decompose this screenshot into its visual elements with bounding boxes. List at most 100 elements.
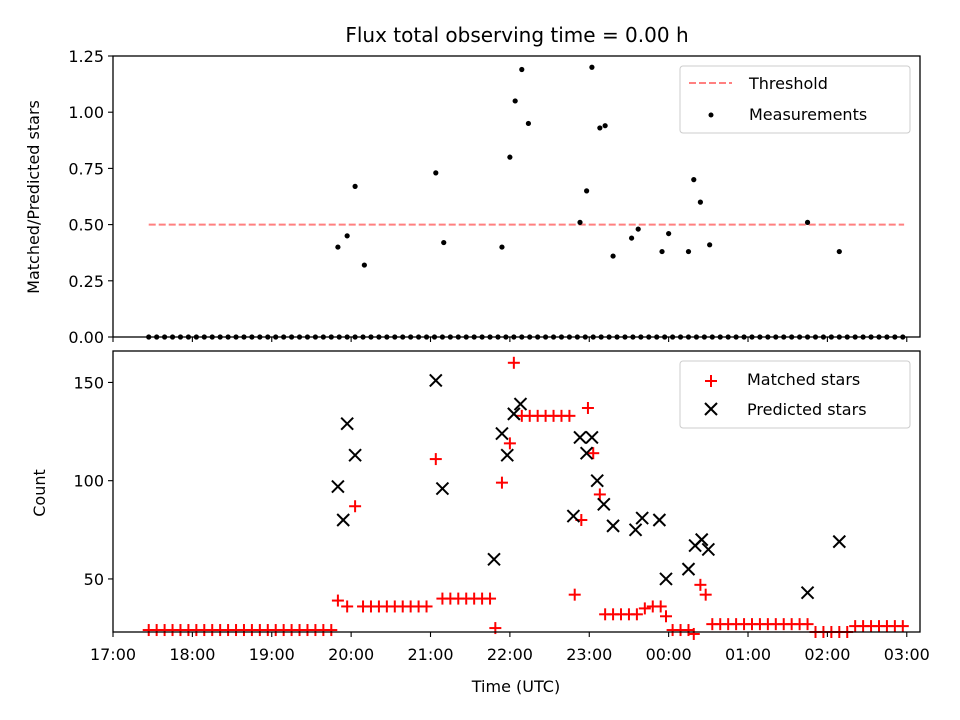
top-y-tick-label: 0.75 xyxy=(68,159,104,178)
measurement-point xyxy=(512,98,518,104)
matched-star-point xyxy=(630,608,643,621)
top-panel: 0.00 0.25 0.50 0.75 1.00 1.25 Matched/Predict… xyxy=(24,47,921,347)
predicted-star-point xyxy=(566,509,581,523)
predicted-star-point xyxy=(495,426,509,441)
matched-star-point xyxy=(484,592,497,605)
predicted-star-point xyxy=(585,430,599,445)
matched-star-point xyxy=(896,620,909,633)
bottom-legend-box xyxy=(679,360,911,429)
predicted-star-point xyxy=(435,481,450,496)
predicted-star-point xyxy=(701,542,716,557)
matched-star-point xyxy=(420,600,433,613)
predicted-star-point xyxy=(832,534,847,549)
predicted-star-point xyxy=(652,513,667,527)
x-tick-label: 17:00 xyxy=(90,645,136,664)
measurement-point xyxy=(691,177,697,183)
matched-star-point xyxy=(568,588,581,601)
legend-matched-swatch xyxy=(705,375,717,387)
measurement-point xyxy=(610,253,616,259)
legend-matched-label: Matched stars xyxy=(747,370,860,389)
measurement-point xyxy=(804,219,811,225)
measurement-point xyxy=(836,248,842,255)
matched-star-point xyxy=(325,624,338,637)
matched-star-point xyxy=(563,409,576,422)
predicted-star-point xyxy=(681,562,696,576)
x-tick-label: 20:00 xyxy=(328,645,374,664)
matched-star-point xyxy=(331,594,344,607)
measurement-point xyxy=(433,170,439,176)
bottom-y-tick-label: 150 xyxy=(73,373,104,392)
matched-star-point xyxy=(694,578,707,591)
predicted-star-point xyxy=(635,511,649,525)
predicted-star-point xyxy=(336,513,350,527)
predicted-star-point xyxy=(331,479,345,494)
matched-star-point xyxy=(699,588,712,601)
legend-measurements-swatch xyxy=(708,112,714,118)
top-y-axis-label: Matched/Predicted stars xyxy=(24,100,43,294)
measurement-point xyxy=(335,244,341,250)
bottom-panel: 17:00 18:00 19:00 20:00 21:00 22:00 23:00 00:00… xyxy=(30,350,930,696)
measurement-point xyxy=(441,239,447,246)
top-legend: Threshold Measurements xyxy=(679,65,911,134)
x-tick-label: 03:00 xyxy=(884,645,930,664)
top-y-tick-label: 0.50 xyxy=(68,216,104,235)
matched-star-point xyxy=(581,401,594,414)
x-tick-label: 00:00 xyxy=(646,645,692,664)
predicted-star-point xyxy=(800,585,815,600)
predicted-star-point xyxy=(573,430,587,445)
matched-star-point xyxy=(638,602,651,615)
legend-predicted-swatch xyxy=(704,402,718,416)
predicted-star-point xyxy=(487,552,501,567)
bottom-plot-frame xyxy=(112,350,921,633)
predicted-star-point xyxy=(597,497,611,511)
measurement-point xyxy=(584,188,590,194)
chart-title: Flux total observing time = 0.00 h xyxy=(345,23,688,47)
bottom-legend: Matched stars Predicted stars xyxy=(679,360,911,429)
matched-star-point xyxy=(341,600,354,613)
top-plot-frame xyxy=(112,55,921,338)
top-y-tick-label: 0.25 xyxy=(68,272,104,291)
top-y-tick-label: 1.00 xyxy=(68,103,104,122)
matched-star-point xyxy=(349,500,362,513)
x-tick-label: 22:00 xyxy=(487,645,533,664)
predicted-star-point xyxy=(659,572,673,586)
matched-star-point xyxy=(503,437,516,450)
bottom-y-tick-label: 50 xyxy=(84,570,104,589)
bottom-y-tick-label: 100 xyxy=(73,472,104,491)
measurement-point xyxy=(352,183,358,189)
measurement-point xyxy=(707,242,713,248)
measurement-point xyxy=(519,66,525,73)
predicted-star-point xyxy=(695,532,709,547)
top-y-tick-label: 0.00 xyxy=(68,328,104,347)
measurement-point xyxy=(666,230,672,237)
measurement-point xyxy=(507,154,513,160)
predicted-star-point xyxy=(606,519,620,533)
measurement-point xyxy=(525,120,532,127)
matched-star-point xyxy=(654,600,667,613)
measurement-point xyxy=(602,123,608,129)
predicted-star-point xyxy=(507,407,521,421)
matched-star-point xyxy=(495,476,508,489)
top-legend-box xyxy=(679,65,911,134)
predicted-star-point xyxy=(513,397,528,411)
predicted-star-point xyxy=(628,523,643,537)
measurement-point xyxy=(361,262,367,268)
legend-threshold-label: Threshold xyxy=(748,74,828,93)
measurement-point xyxy=(499,244,505,250)
matched-star-point xyxy=(429,453,442,466)
x-tick-label: 02:00 xyxy=(804,645,850,664)
measurement-point xyxy=(589,64,595,70)
matched-star-point xyxy=(507,356,520,369)
legend-predicted-label: Predicted stars xyxy=(747,400,867,419)
matched-star-point xyxy=(801,618,814,631)
x-tick-label: 23:00 xyxy=(566,645,612,664)
predicted-star-point xyxy=(579,446,594,460)
bottom-y-axis-label: Count xyxy=(30,469,49,517)
matched-star-point xyxy=(687,627,700,640)
predicted-star-point xyxy=(348,448,362,462)
x-tick-label: 01:00 xyxy=(725,645,771,664)
measurement-point xyxy=(697,199,703,205)
measurement-point xyxy=(344,233,350,239)
predicted-star-point xyxy=(590,473,604,488)
